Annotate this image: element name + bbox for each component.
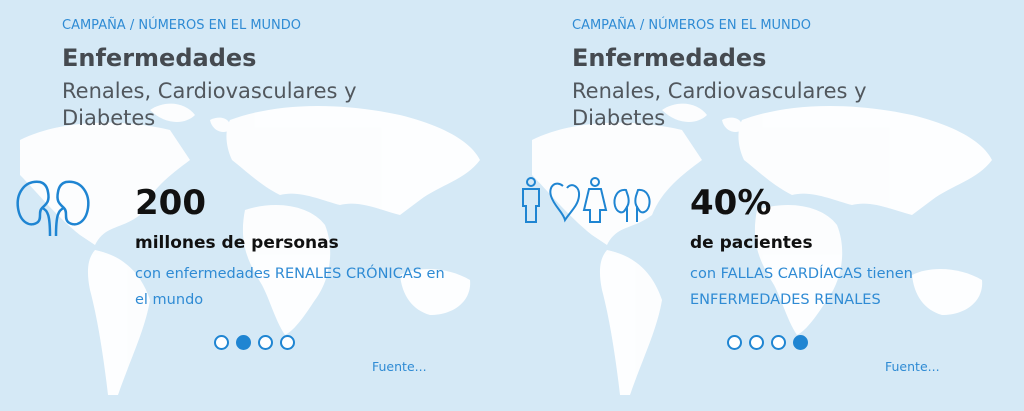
subtitle: Renales, Cardiovasculares y Diabetes: [62, 79, 357, 130]
page-dot-active[interactable]: [236, 335, 251, 350]
description: con FALLAS CARDÍACAS tienen ENFERMEDADES…: [690, 266, 913, 308]
stat-card: CAMPAÑA / NÚMEROS EN EL MUNDO Enfermedad…: [512, 0, 1024, 411]
stat-value: 40%: [690, 183, 772, 223]
page-dot[interactable]: [258, 335, 273, 350]
stat-card: CAMPAÑA / NÚMEROS EN EL MUNDO Enfermedad…: [16, 18, 445, 374]
stat-label: millones de personas: [135, 233, 339, 253]
page-dot[interactable]: [749, 335, 764, 350]
kicker: CAMPAÑA / NÚMEROS EN EL MUNDO: [572, 18, 812, 33]
source-link[interactable]: Fuente...: [372, 359, 427, 374]
stat-label: de pacientes: [690, 233, 813, 253]
page-dot[interactable]: [727, 335, 742, 350]
page-dot[interactable]: [214, 335, 229, 350]
patients-icons: [522, 177, 651, 223]
stat-value: 200: [135, 183, 206, 223]
source-link[interactable]: Fuente...: [885, 359, 940, 374]
pagination: [727, 335, 808, 350]
subtitle: Renales, Cardiovasculares y Diabetes: [572, 79, 867, 130]
description: con enfermedades RENALES CRÓNICAS en el …: [135, 266, 445, 308]
kicker: CAMPAÑA / NÚMEROS EN EL MUNDO: [62, 18, 302, 33]
title: Enfermedades: [572, 44, 767, 72]
kidney-icon: [16, 180, 90, 237]
page-dot-active[interactable]: [793, 335, 808, 350]
page-dot[interactable]: [280, 335, 295, 350]
pagination: [214, 335, 295, 350]
page-dot[interactable]: [771, 335, 786, 350]
title: Enfermedades: [62, 44, 257, 72]
